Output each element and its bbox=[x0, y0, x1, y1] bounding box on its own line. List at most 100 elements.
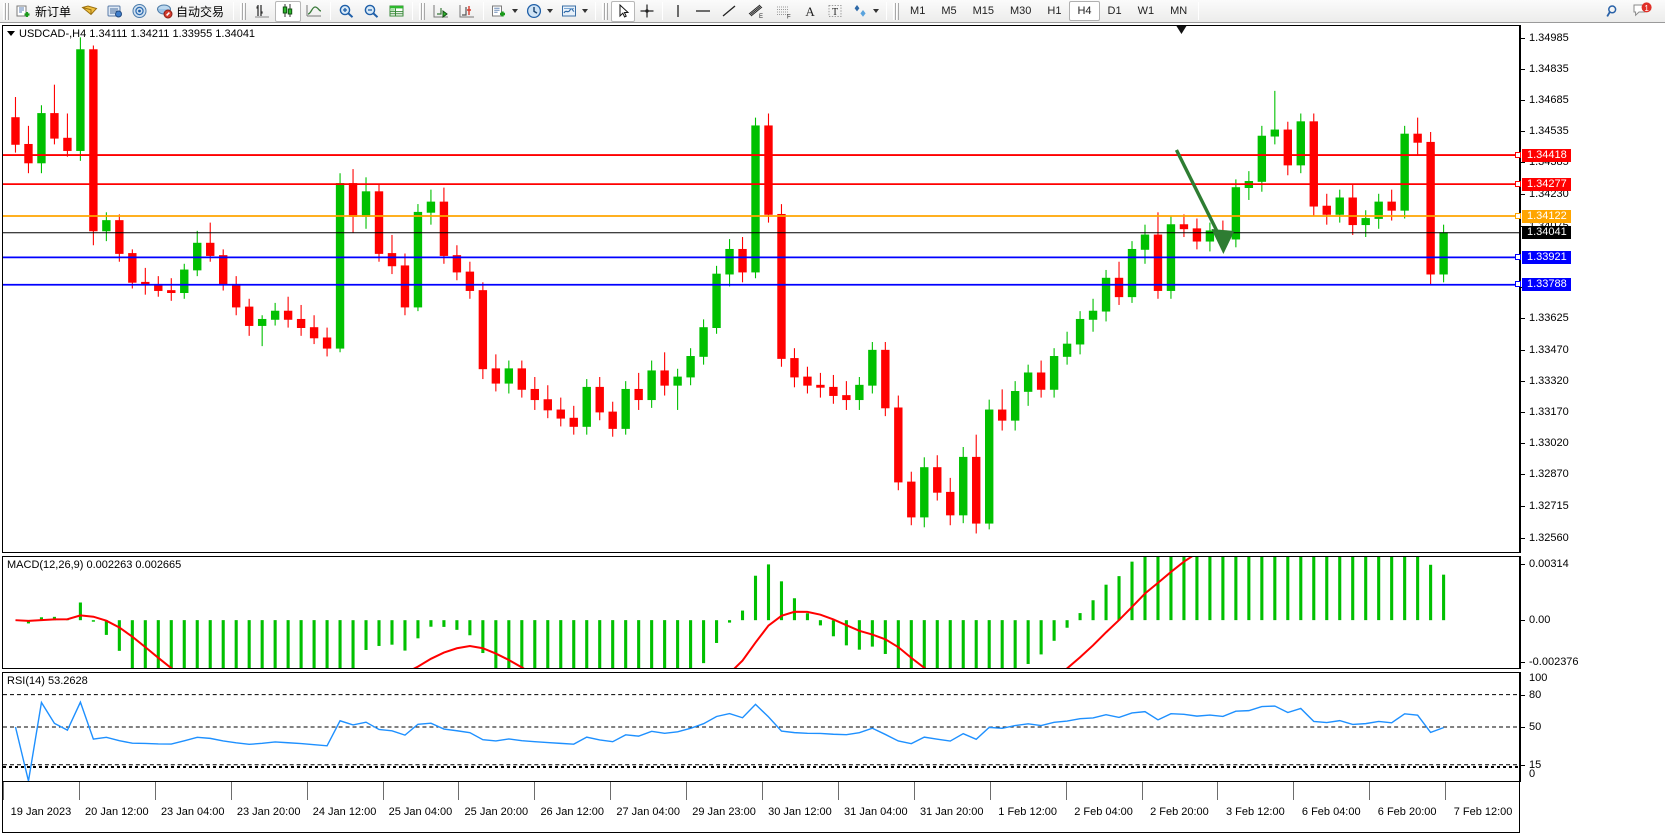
toolbar-grip-4[interactable] bbox=[602, 2, 609, 20]
text-label-button[interactable]: T bbox=[822, 1, 848, 22]
trendline-button[interactable] bbox=[716, 1, 742, 22]
zoom-out-icon bbox=[364, 4, 379, 18]
time-axis-separator bbox=[534, 782, 536, 800]
period-button[interactable] bbox=[522, 1, 557, 22]
price-label-support-2[interactable]: 1.33788 bbox=[1515, 278, 1571, 292]
crosshair-button[interactable] bbox=[635, 1, 659, 22]
autoscroll-button[interactable] bbox=[428, 1, 454, 22]
macd-tick: 0.00314 bbox=[1521, 558, 1569, 570]
rsi-axis[interactable]: 100 80 50 15 0 bbox=[1520, 672, 1665, 782]
candlestick-chart-button[interactable] bbox=[275, 0, 302, 22]
line-chart-button[interactable] bbox=[301, 1, 327, 22]
price-tick: 1.34535 bbox=[1521, 125, 1569, 137]
data-window-icon bbox=[389, 5, 404, 17]
chart-area[interactable]: USDCAD-,H4 1.34111 1.34211 1.33955 1.340… bbox=[0, 23, 1665, 835]
tab-timeframe-h1[interactable]: H1 bbox=[1047, 5, 1062, 17]
time-axis-separator bbox=[382, 782, 384, 800]
tab-timeframe-mn[interactable]: MN bbox=[1170, 5, 1188, 17]
tab-timeframe-m5[interactable]: M5 bbox=[941, 5, 957, 17]
tab-timeframe-m30[interactable]: M30 bbox=[1010, 5, 1032, 17]
auto-trading-button[interactable]: 自动交易 bbox=[152, 1, 230, 22]
zoom-in-icon bbox=[339, 4, 354, 18]
fibonacci-icon: F bbox=[777, 6, 791, 19]
period-icon bbox=[526, 3, 542, 19]
macd-panel[interactable]: MACD(12,26,9) 0.002263 0.002665 bbox=[2, 556, 1520, 669]
price-label-resistance-2[interactable]: 1.34418 bbox=[1515, 148, 1571, 162]
price-axis[interactable]: 1.34985 1.34835 1.34685 1.34535 1.34385 1.342… bbox=[1515, 25, 1665, 553]
equidistant-channel-button[interactable]: E bbox=[742, 1, 770, 22]
folder-button[interactable] bbox=[77, 1, 102, 22]
fibonacci-button[interactable]: F bbox=[770, 1, 798, 22]
line-chart-icon bbox=[306, 5, 322, 17]
price-label-resistance-1[interactable]: 1.34277 bbox=[1515, 177, 1571, 191]
vertical-line-button[interactable] bbox=[666, 1, 690, 22]
horizontal-line-button[interactable] bbox=[690, 1, 716, 22]
shapes-button[interactable] bbox=[848, 1, 883, 22]
time-axis-separator bbox=[1065, 782, 1067, 800]
zoom-in-button[interactable] bbox=[334, 1, 359, 22]
zoom-out-button[interactable] bbox=[359, 1, 384, 22]
toolbar-separator-5 bbox=[595, 2, 597, 20]
price-panel[interactable]: USDCAD-,H4 1.34111 1.34211 1.33955 1.340… bbox=[2, 25, 1520, 553]
price-line-handle[interactable] bbox=[1515, 151, 1521, 158]
shapes-caret-icon[interactable] bbox=[873, 9, 880, 13]
price-label-current-price[interactable]: 1.34041 bbox=[1522, 226, 1571, 240]
bar-chart-button[interactable] bbox=[249, 1, 275, 22]
price-tick: 1.33470 bbox=[1521, 344, 1569, 356]
add-indicator-caret-icon[interactable] bbox=[512, 9, 519, 13]
price-line-handle[interactable] bbox=[1515, 281, 1521, 288]
tab-timeframe-m1[interactable]: M1 bbox=[910, 5, 926, 17]
time-axis-label: 26 Jan 12:00 bbox=[540, 806, 605, 818]
toolbar-separator-4 bbox=[483, 2, 485, 20]
price-line-handle[interactable] bbox=[1515, 253, 1521, 260]
text-button[interactable]: A bbox=[798, 1, 822, 22]
tab-timeframe-d1[interactable]: D1 bbox=[1107, 5, 1122, 17]
signals-button[interactable] bbox=[127, 1, 152, 22]
rsi-tick: 50 bbox=[1521, 721, 1541, 733]
toolbar-grip-5[interactable] bbox=[893, 2, 900, 20]
price-line-handle[interactable] bbox=[1515, 212, 1521, 219]
toolbar-grip-2[interactable] bbox=[240, 2, 247, 20]
time-axis-separator bbox=[1369, 782, 1371, 800]
time-axis-label: 2 Feb 04:00 bbox=[1074, 806, 1133, 818]
templates-caret-icon[interactable] bbox=[582, 9, 589, 13]
time-axis-label: 31 Jan 20:00 bbox=[919, 806, 984, 818]
templates-button[interactable] bbox=[557, 1, 592, 22]
add-indicator-button[interactable] bbox=[487, 1, 522, 22]
price-tick: 1.32870 bbox=[1521, 468, 1569, 480]
time-axis[interactable]: 19 Jan 2023 20 Jan 12:00 23 Jan 04:00 23 Ja… bbox=[2, 766, 1520, 833]
price-label-pivot[interactable]: 1.34122 bbox=[1515, 209, 1571, 223]
search-button[interactable] bbox=[1601, 1, 1627, 22]
rsi-plot bbox=[3, 694, 1519, 781]
price-label-text: 1.33788 bbox=[1527, 278, 1567, 291]
tab-timeframe-w1[interactable]: W1 bbox=[1137, 5, 1155, 17]
time-axis-label: 29 Jan 23:00 bbox=[692, 806, 756, 818]
auto-trading-label: 自动交易 bbox=[176, 4, 225, 19]
time-axis-separator bbox=[1217, 782, 1219, 800]
rsi-panel[interactable]: RSI(14) 53.2628 bbox=[2, 672, 1520, 782]
toolbar-separator-3 bbox=[412, 2, 414, 20]
price-line-handle[interactable] bbox=[1515, 180, 1521, 187]
tab-timeframe-m15[interactable]: M15 bbox=[972, 5, 994, 17]
price-tick: 1.34985 bbox=[1521, 32, 1569, 44]
rsi-tick: 80 bbox=[1521, 689, 1541, 701]
rsi-tick: 15 bbox=[1521, 759, 1541, 771]
price-label-support-1[interactable]: 1.33921 bbox=[1515, 250, 1571, 264]
toolbar-grip[interactable] bbox=[3, 2, 9, 20]
alerts-button[interactable]: 1 bbox=[1627, 1, 1657, 22]
terminal-button[interactable] bbox=[102, 1, 127, 22]
toolbar-grip-3[interactable] bbox=[419, 2, 426, 20]
macd-tick: -0.002376 bbox=[1521, 656, 1579, 668]
data-window-button[interactable] bbox=[384, 1, 409, 22]
crosshair-icon bbox=[640, 4, 654, 18]
macd-axis[interactable]: 0.00314 0.00 -0.002376 bbox=[1520, 556, 1665, 669]
time-axis-separator bbox=[1445, 782, 1447, 800]
time-axis-label: 1 Feb 12:00 bbox=[998, 806, 1057, 818]
period-caret-icon[interactable] bbox=[547, 9, 554, 13]
new-order-button[interactable]: 新订单 bbox=[12, 1, 77, 22]
tab-timeframe-h4[interactable]: H4 bbox=[1069, 1, 1100, 21]
cursor-button[interactable] bbox=[611, 0, 636, 22]
time-axis-label: 6 Feb 20:00 bbox=[1377, 806, 1437, 818]
price-tick: 1.34835 bbox=[1521, 63, 1569, 75]
chart-shift-button[interactable] bbox=[454, 1, 480, 22]
